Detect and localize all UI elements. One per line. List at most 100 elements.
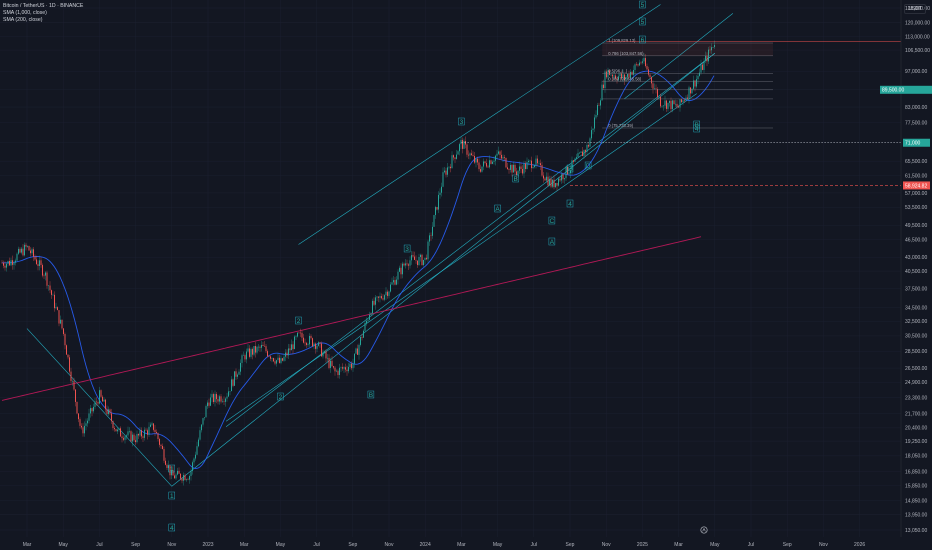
candle-body [322, 352, 324, 357]
candle-body [61, 319, 63, 329]
candle-body [384, 295, 385, 300]
candle-body [414, 256, 415, 260]
candle-body [426, 257, 427, 260]
candle-body [693, 80, 694, 89]
wave-label: 2 [297, 318, 301, 325]
candle-body [118, 428, 120, 430]
candle-body [540, 163, 541, 166]
candle-body [316, 345, 318, 349]
candle-body [441, 186, 442, 193]
candle-body [697, 75, 699, 80]
wave-label-box [168, 523, 176, 532]
candle-body [436, 207, 438, 210]
candle-body [538, 163, 540, 164]
time-tick-label: 2025 [637, 542, 648, 548]
candle-body [595, 115, 597, 118]
candle-body [105, 399, 106, 410]
fib-level-label: 0.5(96,1..) [608, 69, 628, 74]
candle-body [591, 130, 592, 139]
candle-body [492, 161, 493, 164]
wave-label-box [458, 117, 465, 126]
candle-body [597, 105, 598, 116]
sma-fast-label[interactable]: SMA (1,000, close) [3, 10, 47, 17]
candle-body [504, 157, 505, 158]
candle-body [690, 87, 691, 94]
candle-body [684, 100, 685, 101]
candle-body [601, 84, 603, 101]
symbol-title[interactable]: Bitcoin / TetherUS · 1D · BINANCE [3, 3, 84, 9]
candle-body [466, 144, 468, 155]
wave-label-box [639, 17, 646, 26]
candle-body [45, 272, 46, 276]
candle-body [637, 64, 639, 66]
candle-body [496, 153, 498, 156]
candle-body [459, 144, 460, 152]
candle-body [7, 260, 9, 264]
candle-body [342, 367, 343, 369]
candle-body [213, 394, 214, 403]
candle-body [354, 353, 355, 364]
currency-label[interactable]: USDT [904, 4, 926, 14]
candle-body [60, 319, 61, 324]
candle-body [249, 348, 250, 357]
candle-body [630, 71, 631, 78]
downtrend-line [26, 328, 173, 487]
candle-body [321, 343, 322, 357]
candle-body [564, 178, 565, 180]
price-tick-label: 37,500.00 [905, 286, 927, 292]
candle-body [190, 470, 192, 477]
sma-slow-label[interactable]: SMA (200, close) [3, 17, 43, 24]
candle-body [246, 351, 247, 360]
candle-body [705, 55, 706, 61]
acceleration-line [624, 13, 734, 100]
candle-body [627, 73, 628, 77]
fib-retracement: 1 (109,829.13) 0.786 (103,847.56) 0.5(96,1… [602, 38, 773, 129]
candle-body [498, 151, 499, 154]
candle-body [297, 332, 298, 337]
candle-body [237, 374, 238, 377]
candle-body [199, 430, 201, 440]
candle-body [282, 358, 283, 361]
candle-body [447, 167, 448, 175]
candle-body [400, 267, 402, 275]
candle-body [628, 73, 630, 78]
candle-body [582, 151, 583, 157]
time-tick-label: Sep [131, 542, 140, 548]
wave-label: B [514, 176, 518, 183]
candle-body [298, 332, 300, 334]
price-tick-label: 13,950.00 [905, 513, 927, 519]
candle-body [57, 307, 58, 311]
candle-body [90, 408, 91, 414]
candle-body [49, 285, 51, 291]
candle-body [165, 460, 166, 465]
candle-body [99, 390, 100, 404]
candle-body [676, 103, 678, 107]
candle-body [454, 157, 456, 159]
fib-level-label: 1 (109,829.13) [608, 38, 636, 43]
tradingview-logo-icon [700, 526, 708, 534]
candle-body [294, 336, 295, 350]
candle-body [549, 178, 550, 186]
candle-body [162, 445, 163, 450]
candle-body [708, 49, 709, 62]
candle-body [76, 401, 78, 414]
price-tick-label: 23,300.00 [905, 395, 927, 401]
candle-body [696, 79, 697, 87]
candle-body [460, 139, 462, 145]
candle-body [1, 262, 3, 264]
candle-body [96, 401, 97, 403]
candle-body [394, 280, 396, 285]
price-tag-label: 58,924.82 [905, 183, 927, 189]
wave-label-box [168, 491, 176, 500]
price-tag-box [880, 85, 932, 94]
candle-body [366, 320, 367, 323]
candle-body [463, 140, 465, 149]
candle-body [168, 465, 169, 468]
time-tick-label: Sep [566, 542, 575, 548]
candle-body [660, 97, 661, 107]
candle-body [406, 263, 408, 265]
time-tick-label: Sep [783, 542, 792, 548]
candle-body [219, 396, 220, 402]
